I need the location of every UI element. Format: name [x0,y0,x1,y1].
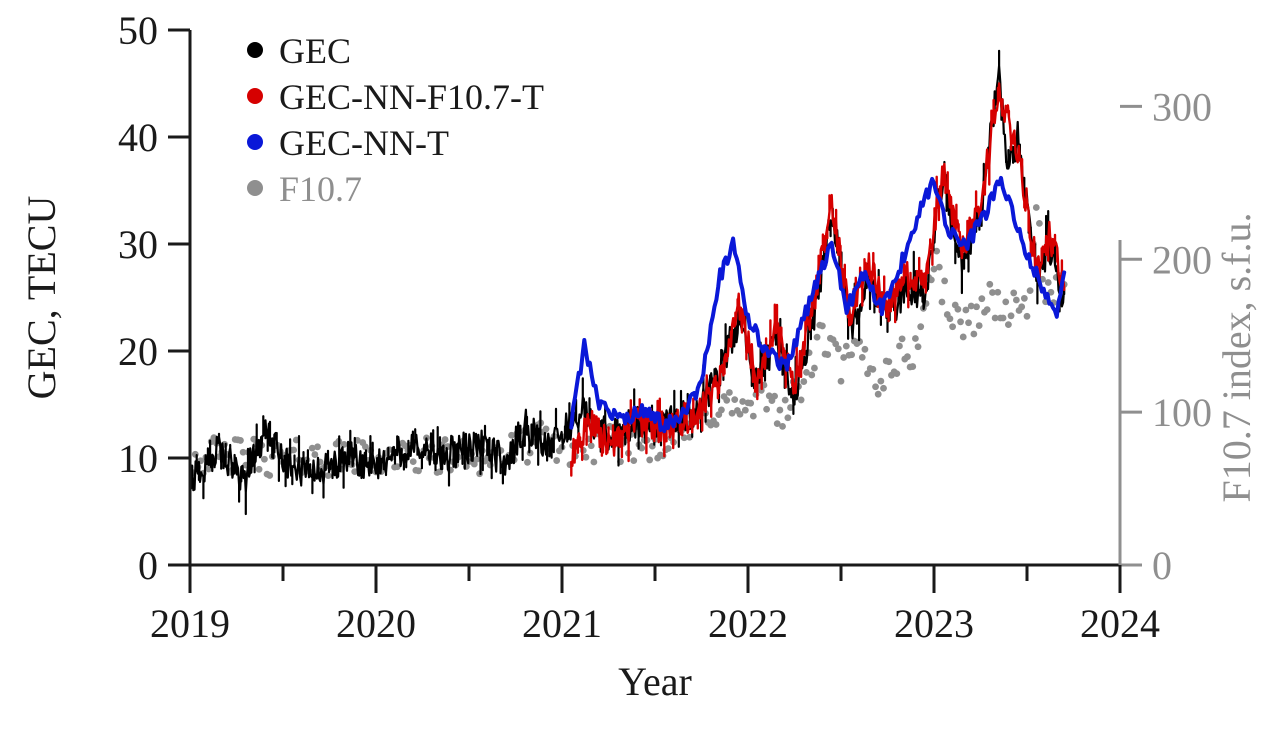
x-tick-label: 2021 [522,601,602,646]
y-left-tick-label: 30 [118,222,158,267]
legend-marker [247,42,263,58]
y-right-axis-label: F10.7 index, s.f.u. [1214,213,1259,503]
y-right-tick-label: 300 [1152,84,1212,129]
y-left-tick-label: 50 [118,8,158,53]
y-right-tick-label: 0 [1152,543,1172,588]
x-tick-label: 2020 [336,601,416,646]
x-tick-label: 2019 [150,601,230,646]
y-left-tick-label: 40 [118,115,158,160]
y-left-axis-label: GEC, TECU [19,196,64,400]
x-axis-label: Year [618,659,692,704]
x-tick-label: 2024 [1080,601,1160,646]
y-right-tick-label: 100 [1152,390,1212,435]
legend-label: F10.7 [279,169,362,209]
timeseries-chart: 0 10 20 30 40 50 0 100 200 300 2019 2020 2021 2022 202… [0,0,1280,744]
legend-label: GEC-NN-F10.7-T [279,77,544,117]
legend-marker [247,134,263,150]
y-left-tick-label: 20 [118,329,158,374]
y-left-tick-label: 0 [138,543,158,588]
x-tick-label: 2022 [708,601,788,646]
legend-marker [247,88,263,104]
y-left-tick-label: 10 [118,436,158,481]
legend-label: GEC-NN-T [279,123,449,163]
legend-label: GEC [279,31,351,71]
legend-marker [247,180,263,196]
y-right-tick-label: 200 [1152,237,1212,282]
x-tick-label: 2023 [894,601,974,646]
